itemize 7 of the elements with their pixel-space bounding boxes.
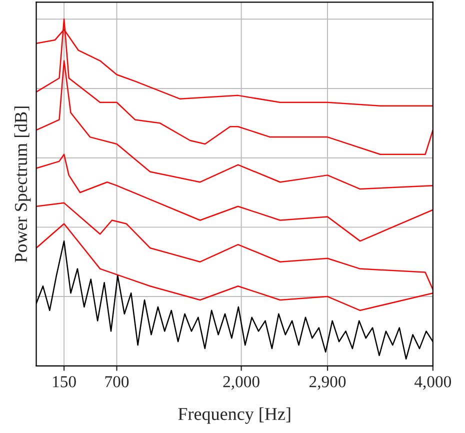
y-axis-title: Power Spectrum [dB] <box>14 106 31 262</box>
x-tick-label: 700 <box>105 376 129 388</box>
x-tick-label: 4,000 <box>414 376 452 390</box>
x-tick-label: 2,900 <box>310 376 346 390</box>
x-tick-label: 2,000 <box>223 376 260 390</box>
x-axis-title: Frequency [Hz] <box>178 407 290 424</box>
x-tick-label: 150 <box>53 376 76 388</box>
